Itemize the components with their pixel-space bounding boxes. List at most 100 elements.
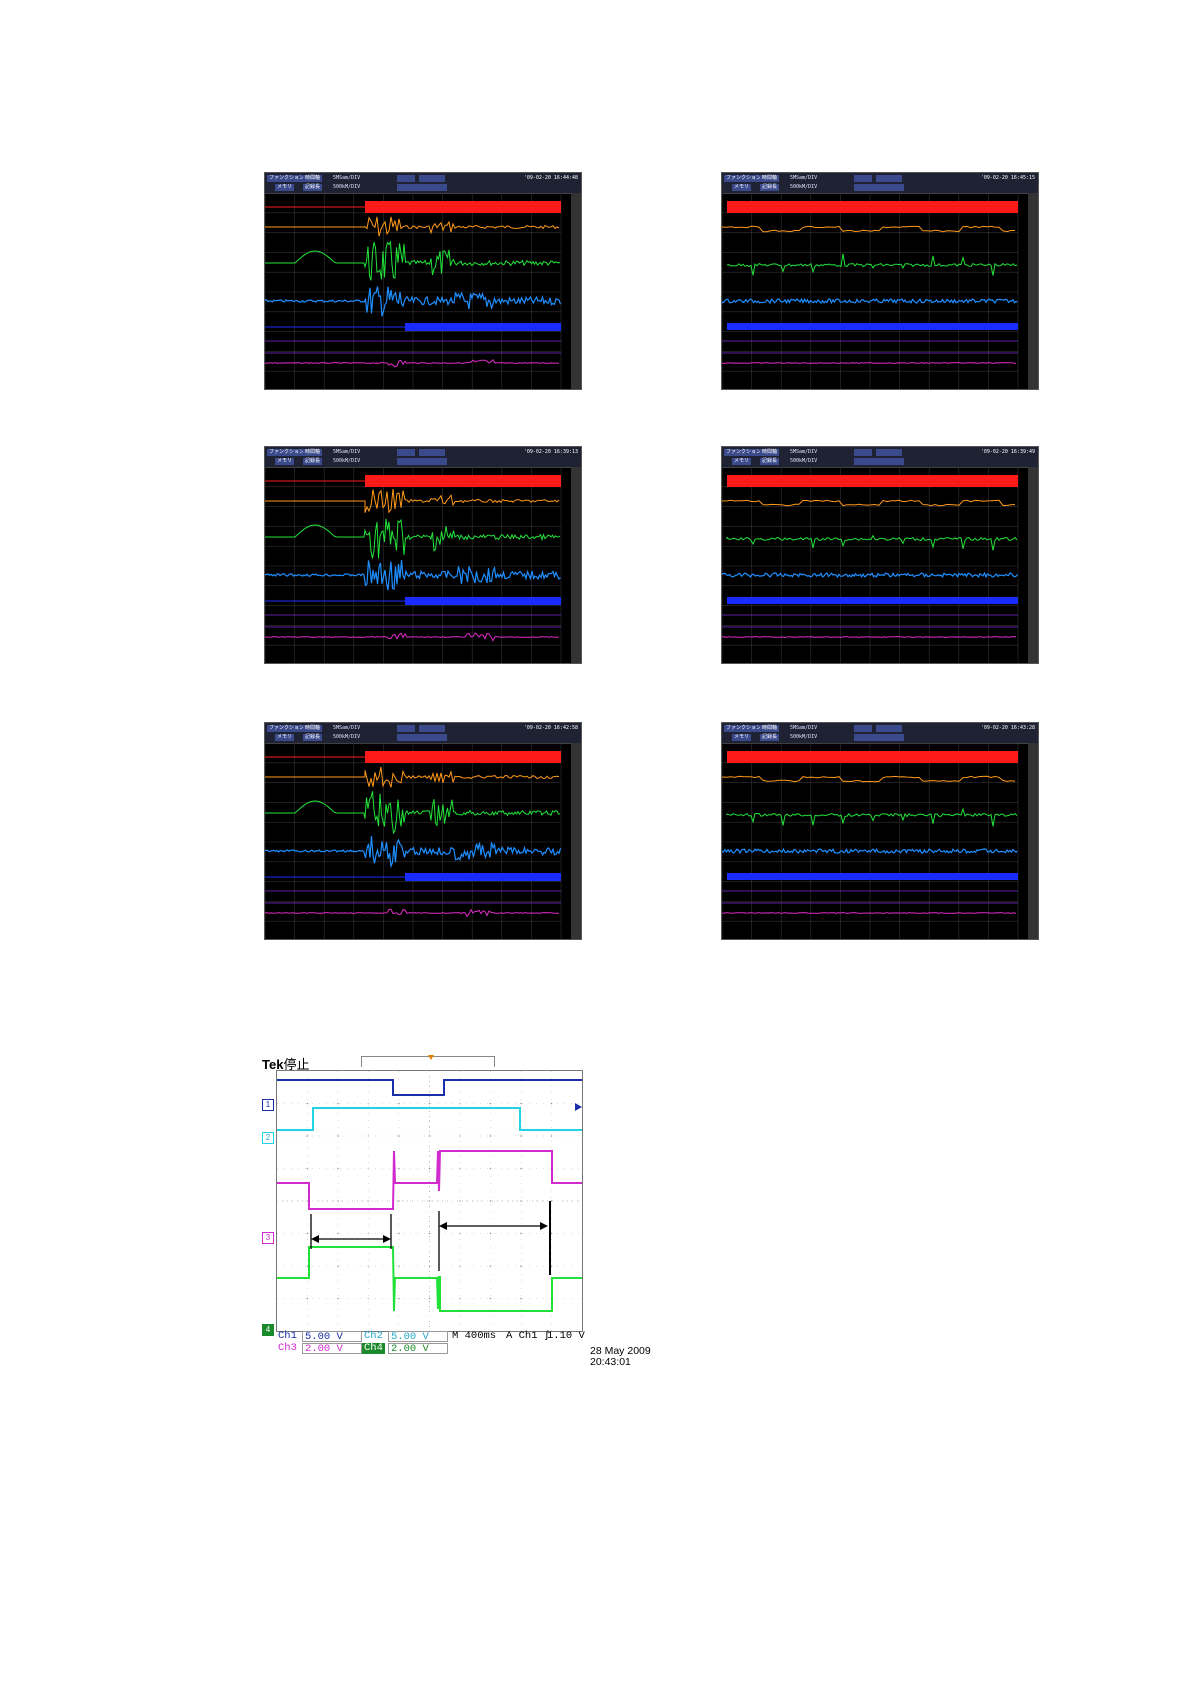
trace-red-band [365,475,561,487]
record-length-label: 記録長 [303,458,323,465]
graticule-dot [337,1297,339,1300]
recorder-timestamp: '09-02-20 16:42:58 [523,725,578,731]
graticule-dot [428,1232,431,1235]
trace-light-blue [265,835,562,869]
trace-green [726,253,1018,276]
function-label: ファンクション [267,175,307,182]
time-axis-label: 時間軸 [303,449,323,456]
recorder-waveform-plot [265,467,562,663]
graticule-dot [489,1200,492,1202]
graticule-dot [520,1135,522,1137]
trace-green [265,240,561,281]
memory-label: メモリ [275,184,295,191]
recorder-waveform-plot [722,193,1019,389]
graticule-dot [550,1200,553,1202]
tek-graticule [276,1070,583,1332]
trigger-position-icon [428,1055,434,1060]
measurement-arrow-left-head [383,1235,391,1243]
graticule-dot [337,1102,339,1105]
rate-a: 5ΜSam/DIV [790,449,818,455]
trigger-level-icon [575,1103,582,1111]
rate-a: 5ΜSam/DIV [790,175,818,181]
trace-blue-band [405,323,561,331]
ch2-waveform [277,1107,582,1131]
trace-light-blue [265,560,561,591]
graticule-dot [337,1265,339,1267]
graticule-dot [550,1265,553,1267]
trace-blue-band [727,873,1018,880]
graticule-dot [428,1297,431,1300]
ch1-label: Ch1 [278,1330,297,1342]
trace-blue-band [727,323,1018,330]
graticule-dot [306,1135,309,1137]
graticule-dot [398,1200,400,1202]
graticule-dot [398,1232,400,1235]
trace-orange [722,225,1015,233]
time-axis-label: 時間軸 [303,725,323,732]
graticule-dot [398,1297,400,1300]
time-axis-label: 時間軸 [760,449,780,456]
trace-magenta [722,362,1017,364]
recorder-screen-bottom-right: ファンクション メモリ 時間軸 記録長 5ΜSam/DIV 500kΜ/DIV '09-02… [721,722,1039,940]
graticule-dot [398,1265,400,1267]
recorder-screen-top-left: ファンクション メモリ 時間軸 記録長 5ΜSam/DIV 500kΜ/DIV '09-02… [264,172,582,390]
recorder-waveform-plot [265,743,562,939]
trace-red-band [365,201,561,213]
time-axis-label: 時間軸 [760,725,780,732]
trace-orange [722,775,1016,783]
recorder-header: ファンクション メモリ 時間軸 記録長 5ΜSam/DIV 500kΜ/DIV '09-02… [265,173,581,194]
record-length-label: 記録長 [303,184,323,191]
trace-orange [722,499,1016,507]
graticule-dot [550,1135,553,1137]
recorder-screen-bottom-left: ファンクション メモリ 時間軸 記録長 5ΜSam/DIV 500kΜ/DIV '09-02… [264,722,582,940]
graticule-dot [428,1167,431,1170]
trace-green [265,791,561,835]
graticule-dot [337,1232,339,1235]
recorder-waveform-plot [722,467,1019,663]
trace-magenta [265,908,560,918]
graticule-dot [489,1265,492,1267]
graticule-dot [306,1265,309,1267]
trace-green [726,807,1018,827]
ch2-label: Ch2 [364,1330,383,1342]
graticule-dot [337,1167,339,1170]
function-label: ファンクション [724,175,764,182]
trace-magenta [722,912,1017,914]
trace-green [265,518,561,559]
graticule-dot [398,1102,400,1105]
memory-label: メモリ [275,734,295,741]
memory-label: メモリ [732,184,752,191]
graticule-dot [520,1265,522,1267]
trace-light-blue [722,847,1018,855]
recorder-header: ファンクション メモリ 時間軸 記録長 5ΜSam/DIV 500kΜ/DIV '09-02… [722,447,1038,468]
memory-label: メモリ [732,458,752,465]
graticule-dot [489,1102,492,1105]
ch2-volts: 5.00 V [388,1331,448,1343]
graticule-dot [520,1232,522,1235]
recorder-timestamp: '09-02-20 16:45:15 [980,175,1035,181]
tek-title: Tek停止 [262,1057,310,1072]
recorder-header: ファンクション メモリ 時間軸 記録長 5ΜSam/DIV 500kΜ/DIV '09-02… [265,447,581,468]
recorder-waveform-plot [265,193,562,389]
graticule-dot [550,1232,553,1235]
time-axis-label: 時間軸 [303,175,323,182]
rate-b: 500kΜ/DIV [333,458,361,464]
ch4-waveform [277,1246,582,1312]
record-length-label: 記録長 [760,458,780,465]
trace-red-band [365,751,561,763]
trace-orange [265,216,560,237]
trace-red-band [727,201,1018,213]
measurement-arrow-left-head [311,1235,319,1243]
graticule-dot [489,1135,492,1137]
recorder-timestamp: '09-02-20 16:43:28 [980,725,1035,731]
ch1-waveform [277,1079,582,1096]
capture-date: 28 May 2009 [590,1345,651,1357]
capture-time: 20:43:01 [590,1356,631,1368]
recorder-screen-top-right: ファンクション メモリ 時間軸 記録長 5ΜSam/DIV 500kΜ/DIV '09-02… [721,172,1039,390]
recorder-header: ファンクション メモリ 時間軸 記録長 5ΜSam/DIV 500kΜ/DIV '09-02… [265,723,581,744]
ch3-marker: 3 [262,1232,274,1244]
graticule-dot [306,1297,309,1300]
timebase: M 400ms [452,1330,497,1342]
memory-label: メモリ [275,458,295,465]
ch4-marker: 4 [262,1324,274,1336]
